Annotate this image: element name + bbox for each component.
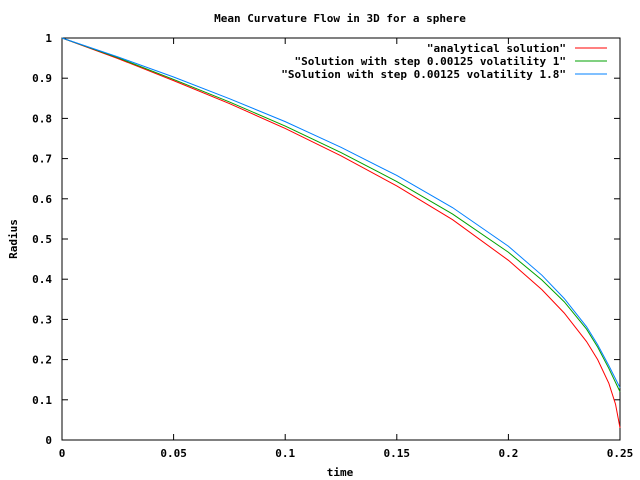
y-axis-label: Radius bbox=[7, 219, 20, 259]
y-axis: 0 0.1 0.2 0.3 0.4 0.5 0.6 0.7 0.8 0.9 1 bbox=[32, 32, 620, 447]
y-tick-label: 0.9 bbox=[32, 72, 52, 85]
x-tick-label: 0.05 bbox=[160, 447, 187, 460]
volatility-1-line bbox=[61, 37, 621, 392]
x-axis-label: time bbox=[327, 466, 354, 479]
y-tick-label: 0.2 bbox=[32, 354, 52, 367]
y-tick-label: 0.8 bbox=[32, 112, 52, 125]
x-tick-label: 0 bbox=[59, 447, 66, 460]
plot-area-frame bbox=[61, 37, 621, 441]
legend-label: "analytical solution" bbox=[427, 42, 566, 55]
y-tick-label: 0.4 bbox=[32, 273, 52, 286]
y-tick-label: 0.3 bbox=[32, 313, 52, 326]
legend-label: "Solution with step 0.00125 volatility 1… bbox=[281, 68, 566, 81]
chart-title: Mean Curvature Flow in 3D for a sphere bbox=[214, 12, 466, 25]
x-tick-label: 0.25 bbox=[607, 447, 634, 460]
y-tick-label: 1 bbox=[45, 32, 52, 45]
y-tick-label: 0.7 bbox=[32, 153, 52, 166]
series-lines bbox=[61, 37, 621, 429]
x-tick-label: 0.2 bbox=[498, 447, 518, 460]
x-axis: 0 0.05 0.1 0.15 0.2 0.25 bbox=[59, 38, 634, 460]
x-tick-label: 0.15 bbox=[384, 447, 411, 460]
y-tick-label: 0.6 bbox=[32, 193, 52, 206]
volatility-1-8-line bbox=[61, 37, 621, 388]
legend: "analytical solution""Solution with step… bbox=[281, 42, 607, 81]
y-tick-label: 0.5 bbox=[32, 233, 52, 246]
y-tick-label: 0.1 bbox=[32, 394, 52, 407]
analytical-solution-line bbox=[61, 37, 621, 429]
y-tick-label: 0 bbox=[45, 434, 52, 447]
x-tick-label: 0.1 bbox=[275, 447, 295, 460]
legend-label: "Solution with step 0.00125 volatility 1… bbox=[294, 55, 566, 68]
